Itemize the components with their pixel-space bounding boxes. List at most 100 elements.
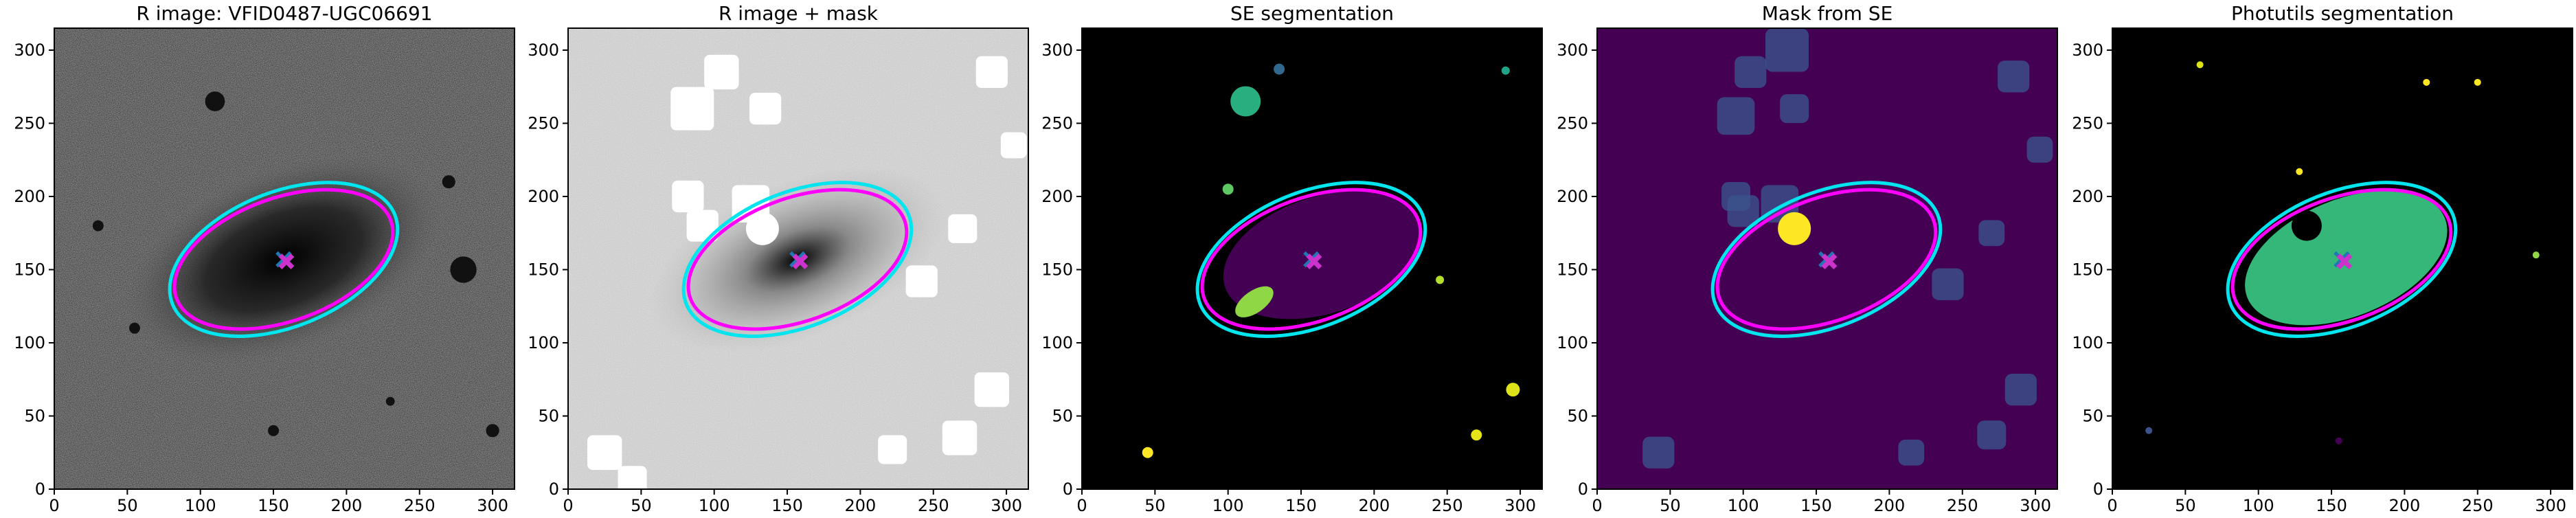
y-tick-label: 0 xyxy=(1063,480,1073,499)
y-tick-label: 50 xyxy=(2082,406,2103,425)
image xyxy=(54,28,515,489)
panel-title: R image: VFID0487-UGC06691 xyxy=(136,2,432,25)
x-tick-label: 150 xyxy=(2316,496,2347,515)
x-tick-label: 200 xyxy=(330,496,362,515)
panel-title: SE segmentation xyxy=(1230,2,1394,25)
y-tick-label: 50 xyxy=(1052,406,1073,425)
y-tick-label: 250 xyxy=(1557,113,1588,133)
y-tick-label: 250 xyxy=(2072,113,2103,133)
y-tick-label: 250 xyxy=(1041,113,1073,133)
panel: 0 50 100 150 200 250 300 0 50 100 150 200 250 300 Mask… xyxy=(1557,2,2058,515)
center-marker xyxy=(1306,254,1322,270)
y-tick-label: 50 xyxy=(24,406,45,425)
center-marker xyxy=(278,254,295,270)
y-tick-label: 150 xyxy=(1041,260,1073,279)
image xyxy=(1597,28,2057,489)
y-tick-label: 300 xyxy=(1557,41,1588,60)
center-marker xyxy=(2336,254,2353,270)
axes-frame xyxy=(54,27,515,490)
x-tick-label: 150 xyxy=(1285,496,1317,515)
x-tick-label: 250 xyxy=(404,496,436,515)
y-tick-label: 200 xyxy=(14,187,45,206)
y-tick-label: 250 xyxy=(528,113,559,133)
y-tick-label: 200 xyxy=(1557,187,1588,206)
y-tick-label: 150 xyxy=(1557,260,1588,279)
y-tick-label: 50 xyxy=(1567,406,1588,425)
x-tick-label: 150 xyxy=(258,496,289,515)
panel: 0 50 100 150 200 250 300 0 50 100 150 200 250 300 SE s… xyxy=(1041,2,1543,515)
x-tick-label: 0 xyxy=(563,496,573,515)
panel: 0 50 100 150 200 250 300 0 50 100 150 200 250 300 Phot… xyxy=(2072,2,2573,515)
x-tick-label: 250 xyxy=(1947,496,1978,515)
panel: 0 50 100 150 200 250 300 0 50 100 150 200 250 300 R im… xyxy=(14,2,515,515)
y-tick-label: 50 xyxy=(538,406,559,425)
x-tick-label: 300 xyxy=(2020,496,2051,515)
y-tick-label: 100 xyxy=(14,333,45,352)
y-tick-label: 150 xyxy=(528,260,559,279)
axes-frame xyxy=(1081,27,1543,490)
ellipse xyxy=(686,188,909,331)
x-tick-label: 300 xyxy=(477,496,508,515)
x-tick-label: 150 xyxy=(1800,496,1832,515)
x-tick-label: 50 xyxy=(1144,496,1166,515)
image xyxy=(2112,28,2573,489)
axes-frame xyxy=(567,27,1029,490)
x-tick-label: 0 xyxy=(1076,496,1087,515)
y-tick-label: 200 xyxy=(1041,187,1073,206)
y-tick-label: 0 xyxy=(1578,480,1588,499)
x-tick-label: 0 xyxy=(2107,496,2117,515)
x-tick-label: 200 xyxy=(844,496,876,515)
ellipse xyxy=(1715,188,1938,331)
x-tick-label: 0 xyxy=(49,496,59,515)
panel-title: Mask from SE xyxy=(1762,2,1893,25)
center-marker xyxy=(792,254,809,270)
x-tick-label: 300 xyxy=(991,496,1022,515)
x-tick-label: 300 xyxy=(1504,496,1536,515)
x-tick-label: 200 xyxy=(1873,496,1905,515)
x-tick-label: 0 xyxy=(1592,496,1602,515)
axes-frame xyxy=(1596,27,2058,490)
y-tick-label: 150 xyxy=(14,260,45,279)
x-tick-label: 50 xyxy=(2175,496,2196,515)
y-tick-label: 300 xyxy=(2072,41,2103,60)
x-tick-label: 100 xyxy=(699,496,730,515)
y-tick-label: 0 xyxy=(2093,480,2103,499)
ellipse xyxy=(2230,188,2453,331)
y-tick-label: 150 xyxy=(2072,260,2103,279)
ellipse xyxy=(168,181,400,338)
y-tick-label: 100 xyxy=(2072,333,2103,352)
x-tick-label: 300 xyxy=(2535,496,2566,515)
y-tick-label: 250 xyxy=(14,113,45,133)
ellipse xyxy=(172,188,395,331)
panel-title: R image + mask xyxy=(719,2,879,25)
x-tick-label: 250 xyxy=(2462,496,2494,515)
ellipse xyxy=(2226,181,2458,338)
y-tick-label: 100 xyxy=(1557,333,1588,352)
ellipse xyxy=(1195,181,1427,338)
x-tick-label: 50 xyxy=(1660,496,1681,515)
panel: 0 50 100 150 200 250 300 0 50 100 150 200 250 300 R im… xyxy=(528,2,1029,515)
x-tick-label: 150 xyxy=(771,496,803,515)
x-tick-label: 250 xyxy=(1432,496,1463,515)
y-tick-label: 100 xyxy=(528,333,559,352)
x-tick-label: 100 xyxy=(1728,496,1759,515)
image xyxy=(1082,28,1542,489)
y-tick-label: 0 xyxy=(35,480,45,499)
y-tick-label: 300 xyxy=(14,41,45,60)
image xyxy=(568,28,1028,489)
y-tick-label: 300 xyxy=(528,41,559,60)
ellipse xyxy=(681,181,914,338)
x-tick-label: 100 xyxy=(185,496,216,515)
ellipse xyxy=(1710,181,1943,338)
y-tick-label: 200 xyxy=(528,187,559,206)
ellipse xyxy=(1200,188,1423,331)
x-tick-label: 50 xyxy=(631,496,652,515)
y-tick-label: 200 xyxy=(2072,187,2103,206)
x-tick-label: 200 xyxy=(2388,496,2420,515)
axes-frame xyxy=(2112,27,2573,490)
x-tick-label: 200 xyxy=(1358,496,1390,515)
y-tick-label: 0 xyxy=(549,480,559,499)
y-tick-label: 100 xyxy=(1041,333,1073,352)
x-tick-label: 50 xyxy=(117,496,138,515)
